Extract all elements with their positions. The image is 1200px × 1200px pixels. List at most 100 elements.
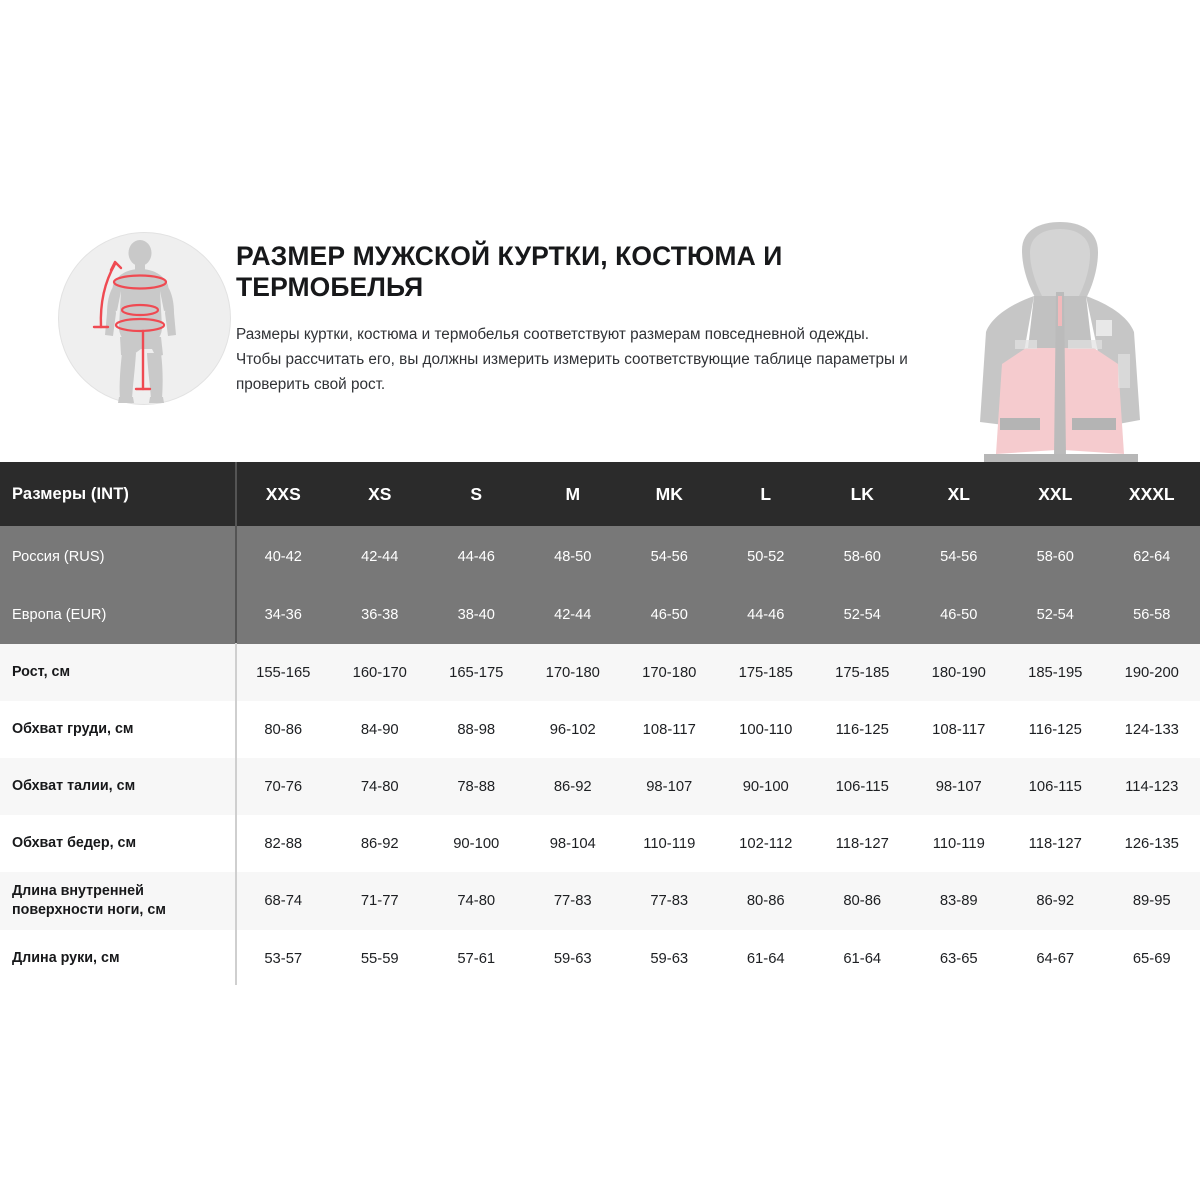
- table-cell: 190-200: [1103, 644, 1200, 701]
- header-size-s: S: [428, 462, 525, 526]
- mens-jacket-photo: [960, 222, 1160, 470]
- table-row-chest: Обхват груди, см 80-86 84-90 88-98 96-10…: [0, 701, 1200, 758]
- row-label: Рост, см: [0, 644, 235, 701]
- table-cell: 98-107: [910, 758, 1007, 815]
- table-cell: 58-60: [814, 526, 911, 586]
- row-label: Обхват бедер, см: [0, 815, 235, 872]
- page-title: РАЗМЕР МУЖСКОЙ КУРТКИ, КОСТЮМА И ТЕРМОБЕ…: [236, 241, 783, 302]
- table-cell: 44-46: [717, 586, 814, 644]
- table-cell: 175-185: [814, 644, 911, 701]
- table-cell: 80-86: [717, 872, 814, 930]
- table-cell: 80-86: [235, 701, 332, 758]
- table-cell: 57-61: [428, 930, 525, 987]
- table-cell: 108-117: [621, 701, 718, 758]
- table-cell: 70-76: [235, 758, 332, 815]
- table-cell: 106-115: [814, 758, 911, 815]
- table-row-height: Рост, см 155-165 160-170 165-175 170-180…: [0, 644, 1200, 701]
- table-row-arm-length: Длина руки, см 53-57 55-59 57-61 59-63 5…: [0, 930, 1200, 987]
- hero-text-block: РАЗМЕР МУЖСКОЙ КУРТКИ, КОСТЮМА И ТЕРМОБЕ…: [236, 241, 916, 397]
- table-row-eur: Европа (EUR) 34-36 36-38 38-40 42-44 46-…: [0, 586, 1200, 644]
- header-label-cell: Размеры (INT): [0, 462, 235, 526]
- body-measurement-icon: [57, 231, 232, 406]
- table-cell: 40-42: [235, 526, 332, 586]
- table-cell: 180-190: [910, 644, 1007, 701]
- table-cell: 46-50: [621, 586, 718, 644]
- table-cell: 42-44: [331, 526, 428, 586]
- table-cell: 110-119: [621, 815, 718, 872]
- table-row-rus: Россия (RUS) 40-42 42-44 44-46 48-50 54-…: [0, 526, 1200, 586]
- header-size-xl: XL: [910, 462, 1007, 526]
- table-cell: 88-98: [428, 701, 525, 758]
- table-cell: 61-64: [717, 930, 814, 987]
- header-size-xxs: XXS: [235, 462, 332, 526]
- table-cell: 64-67: [1007, 930, 1104, 987]
- table-cell: 83-89: [910, 872, 1007, 930]
- table-cell: 86-92: [331, 815, 428, 872]
- table-cell: 102-112: [717, 815, 814, 872]
- table-cell: 74-80: [428, 872, 525, 930]
- header-size-xxxl: XXXL: [1103, 462, 1200, 526]
- table-cell: 100-110: [717, 701, 814, 758]
- table-cell: 38-40: [428, 586, 525, 644]
- table-cell: 80-86: [814, 872, 911, 930]
- table-cell: 185-195: [1007, 644, 1104, 701]
- table-row-waist: Обхват талии, см 70-76 74-80 78-88 86-92…: [0, 758, 1200, 815]
- header-size-mk: MK: [621, 462, 718, 526]
- row-label: Обхват талии, см: [0, 758, 235, 815]
- table-cell: 36-38: [331, 586, 428, 644]
- table-cell: 44-46: [428, 526, 525, 586]
- table-cell: 68-74: [235, 872, 332, 930]
- table-cell: 84-90: [331, 701, 428, 758]
- table-cell: 52-54: [1007, 586, 1104, 644]
- table-row-hips: Обхват бедер, см 82-88 86-92 90-100 98-1…: [0, 815, 1200, 872]
- table-cell: 71-77: [331, 872, 428, 930]
- header-size-xxl: XXL: [1007, 462, 1104, 526]
- row-label: Обхват груди, см: [0, 701, 235, 758]
- row-label: Европа (EUR): [0, 586, 235, 644]
- table-cell: 118-127: [1007, 815, 1104, 872]
- table-cell: 96-102: [524, 701, 621, 758]
- table-cell: 53-57: [235, 930, 332, 987]
- table-cell: 52-54: [814, 586, 911, 644]
- size-chart-table: Размеры (INT) XXS XS S M MK L LK XL XXL …: [0, 462, 1200, 987]
- table-cell: 56-58: [1103, 586, 1200, 644]
- row-label: Длина руки, см: [0, 930, 235, 987]
- table-cell: 58-60: [1007, 526, 1104, 586]
- table-cell: 61-64: [814, 930, 911, 987]
- table-cell: 55-59: [331, 930, 428, 987]
- table-cell: 48-50: [524, 526, 621, 586]
- table-cell: 77-83: [524, 872, 621, 930]
- table-cell: 110-119: [910, 815, 1007, 872]
- table-cell: 114-123: [1103, 758, 1200, 815]
- table-cell: 63-65: [910, 930, 1007, 987]
- row-label: Длина внутренней поверхности ноги, см: [0, 872, 235, 930]
- table-cell: 62-64: [1103, 526, 1200, 586]
- table-cell: 106-115: [1007, 758, 1104, 815]
- table-cell: 155-165: [235, 644, 332, 701]
- table-cell: 160-170: [331, 644, 428, 701]
- table-cell: 42-44: [524, 586, 621, 644]
- header-size-lk: LK: [814, 462, 911, 526]
- table-cell: 78-88: [428, 758, 525, 815]
- table-cell: 77-83: [621, 872, 718, 930]
- table-cell: 108-117: [910, 701, 1007, 758]
- header-size-xs: XS: [331, 462, 428, 526]
- table-cell: 90-100: [428, 815, 525, 872]
- page-description: Размеры куртки, костюма и термобелья соо…: [236, 326, 908, 393]
- table-cell: 118-127: [814, 815, 911, 872]
- table-cell: 165-175: [428, 644, 525, 701]
- table-cell: 116-125: [814, 701, 911, 758]
- table-cell: 86-92: [1007, 872, 1104, 930]
- table-cell: 124-133: [1103, 701, 1200, 758]
- table-cell: 170-180: [621, 644, 718, 701]
- table-cell: 82-88: [235, 815, 332, 872]
- table-cell: 170-180: [524, 644, 621, 701]
- hero-section: РАЗМЕР МУЖСКОЙ КУРТКИ, КОСТЮМА И ТЕРМОБЕ…: [0, 0, 1200, 470]
- table-cell: 90-100: [717, 758, 814, 815]
- table-cell: 34-36: [235, 586, 332, 644]
- table-cell: 54-56: [910, 526, 1007, 586]
- table-cell: 175-185: [717, 644, 814, 701]
- table-cell: 74-80: [331, 758, 428, 815]
- table-cell: 98-104: [524, 815, 621, 872]
- table-cell: 65-69: [1103, 930, 1200, 987]
